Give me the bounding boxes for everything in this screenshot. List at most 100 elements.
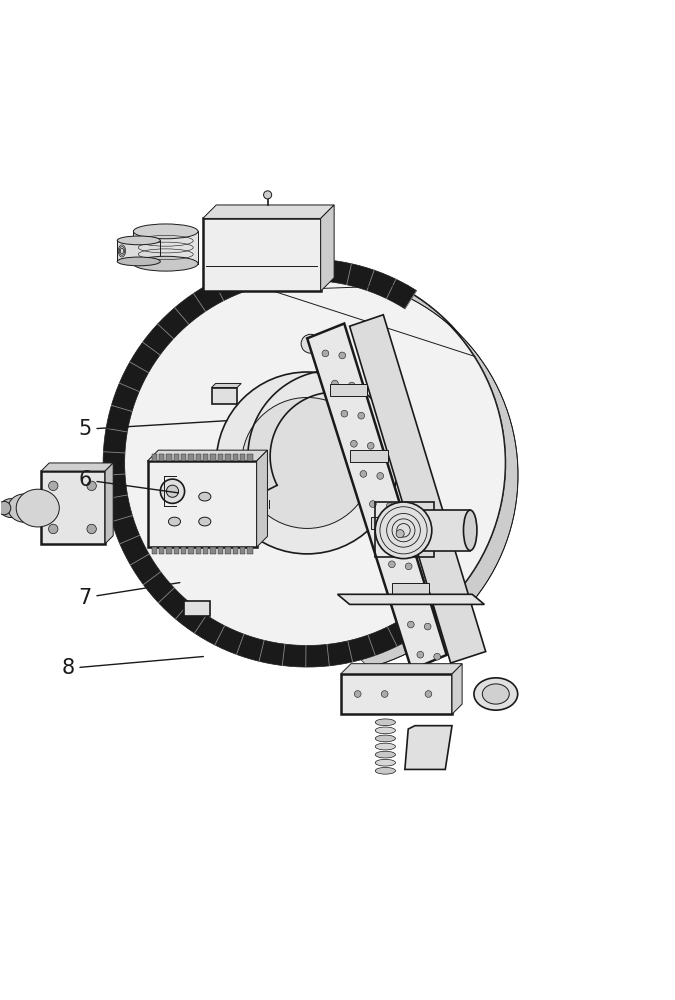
Ellipse shape <box>198 492 211 501</box>
Ellipse shape <box>375 751 396 758</box>
Bar <box>166 547 171 554</box>
Polygon shape <box>134 231 198 264</box>
Bar <box>173 454 179 461</box>
Circle shape <box>87 481 97 491</box>
Bar <box>211 454 216 461</box>
Bar <box>240 454 245 461</box>
Ellipse shape <box>474 678 518 710</box>
Circle shape <box>0 501 11 515</box>
Circle shape <box>415 593 422 600</box>
Bar <box>371 517 408 529</box>
Circle shape <box>389 561 396 568</box>
Polygon shape <box>202 205 334 218</box>
Circle shape <box>301 334 320 353</box>
Ellipse shape <box>8 494 40 522</box>
Circle shape <box>434 653 441 660</box>
Bar <box>392 583 429 595</box>
Ellipse shape <box>375 735 396 742</box>
Polygon shape <box>405 726 452 769</box>
Circle shape <box>396 530 404 538</box>
Ellipse shape <box>375 759 396 766</box>
Polygon shape <box>356 270 518 668</box>
Text: 5: 5 <box>78 419 227 439</box>
Circle shape <box>263 191 271 199</box>
Bar <box>203 454 209 461</box>
Ellipse shape <box>117 257 161 266</box>
Circle shape <box>425 691 432 697</box>
Polygon shape <box>103 259 464 667</box>
Circle shape <box>379 531 385 538</box>
Bar <box>181 454 186 461</box>
Circle shape <box>381 691 388 697</box>
Bar <box>240 547 245 554</box>
Circle shape <box>386 503 393 509</box>
Bar <box>247 454 252 461</box>
Circle shape <box>350 440 357 447</box>
Text: 7: 7 <box>78 583 180 608</box>
Bar <box>218 454 223 461</box>
Polygon shape <box>338 594 485 604</box>
Ellipse shape <box>375 727 396 734</box>
Circle shape <box>398 591 405 598</box>
Polygon shape <box>420 510 470 551</box>
Ellipse shape <box>483 684 509 704</box>
Ellipse shape <box>134 256 198 271</box>
Polygon shape <box>321 205 334 291</box>
Polygon shape <box>256 450 267 547</box>
Circle shape <box>405 563 412 570</box>
Bar <box>202 218 321 291</box>
Bar <box>203 547 209 554</box>
Polygon shape <box>452 664 462 714</box>
Bar <box>152 454 157 461</box>
Circle shape <box>109 264 506 662</box>
Bar <box>184 601 209 616</box>
Polygon shape <box>307 324 447 670</box>
Bar <box>181 547 186 554</box>
Bar <box>173 547 179 554</box>
Bar <box>247 547 252 554</box>
Ellipse shape <box>198 517 211 526</box>
Circle shape <box>358 412 364 419</box>
Circle shape <box>242 397 373 528</box>
Bar <box>375 502 434 557</box>
Bar <box>148 461 256 547</box>
Circle shape <box>360 471 367 477</box>
Ellipse shape <box>134 224 198 239</box>
Bar <box>159 454 164 461</box>
Bar <box>350 450 387 462</box>
Circle shape <box>354 691 361 697</box>
Circle shape <box>375 502 432 559</box>
Polygon shape <box>350 315 486 663</box>
Circle shape <box>331 380 338 387</box>
Circle shape <box>49 524 58 534</box>
Bar <box>211 547 216 554</box>
Ellipse shape <box>169 517 180 526</box>
Bar <box>188 454 194 461</box>
Bar <box>188 547 194 554</box>
Text: 6: 6 <box>78 470 178 493</box>
Bar <box>166 454 171 461</box>
Ellipse shape <box>169 492 180 501</box>
Ellipse shape <box>375 743 396 750</box>
Bar <box>232 547 238 554</box>
Circle shape <box>408 621 414 628</box>
Bar <box>218 547 223 554</box>
Circle shape <box>341 410 348 417</box>
Ellipse shape <box>464 510 477 551</box>
Polygon shape <box>341 664 462 674</box>
Ellipse shape <box>16 489 59 527</box>
Circle shape <box>367 442 374 449</box>
Bar <box>41 471 105 544</box>
Circle shape <box>167 485 178 497</box>
Bar <box>225 454 231 461</box>
Ellipse shape <box>0 499 22 518</box>
Circle shape <box>161 479 184 503</box>
Bar <box>225 547 231 554</box>
Bar <box>329 384 367 396</box>
Polygon shape <box>105 463 113 544</box>
Circle shape <box>322 350 329 357</box>
Circle shape <box>425 623 431 630</box>
Circle shape <box>377 473 383 479</box>
Polygon shape <box>41 463 113 471</box>
Ellipse shape <box>375 767 396 774</box>
